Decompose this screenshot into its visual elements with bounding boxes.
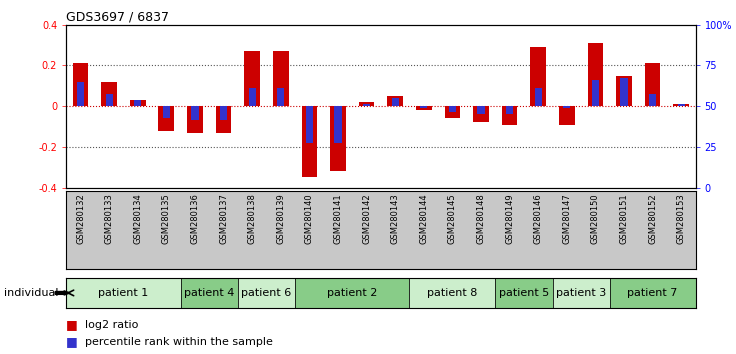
Bar xyxy=(220,106,227,120)
Text: patient 6: patient 6 xyxy=(241,288,291,298)
Text: GSM280134: GSM280134 xyxy=(133,194,142,244)
Bar xyxy=(495,278,553,308)
Bar xyxy=(334,106,342,143)
Bar xyxy=(506,106,513,114)
Bar xyxy=(387,96,403,106)
Text: GSM280149: GSM280149 xyxy=(505,194,514,244)
Bar xyxy=(478,106,484,114)
Bar xyxy=(587,43,604,106)
Bar xyxy=(249,88,255,106)
Bar xyxy=(392,98,399,106)
Bar xyxy=(163,106,170,118)
Bar xyxy=(302,106,317,177)
Text: patient 2: patient 2 xyxy=(327,288,378,298)
Text: GSM280136: GSM280136 xyxy=(191,194,199,244)
Bar xyxy=(191,106,199,120)
Text: GSM280143: GSM280143 xyxy=(391,194,400,244)
Text: GDS3697 / 6837: GDS3697 / 6837 xyxy=(66,11,169,24)
Text: GSM280145: GSM280145 xyxy=(448,194,457,244)
Bar xyxy=(449,106,456,112)
Text: ■: ■ xyxy=(66,319,78,331)
Bar xyxy=(473,106,489,122)
Text: patient 7: patient 7 xyxy=(627,288,678,298)
Bar xyxy=(330,106,346,171)
Bar xyxy=(105,94,113,106)
Text: GSM280150: GSM280150 xyxy=(591,194,600,244)
Text: GSM280153: GSM280153 xyxy=(676,194,686,244)
Bar xyxy=(678,104,684,106)
Bar xyxy=(616,76,632,106)
Text: GSM280137: GSM280137 xyxy=(219,194,228,244)
Bar xyxy=(673,104,689,106)
Bar xyxy=(305,106,313,143)
Text: GSM280142: GSM280142 xyxy=(362,194,371,244)
Text: patient 5: patient 5 xyxy=(499,288,549,298)
Bar xyxy=(130,100,146,106)
Text: individual: individual xyxy=(4,288,58,298)
Bar xyxy=(620,78,628,106)
Bar xyxy=(134,100,141,106)
Text: GSM280152: GSM280152 xyxy=(648,194,657,244)
Text: patient 4: patient 4 xyxy=(184,288,235,298)
Bar xyxy=(553,278,609,308)
Text: GSM280133: GSM280133 xyxy=(105,194,113,244)
Bar xyxy=(563,106,570,108)
Bar xyxy=(277,88,284,106)
Bar xyxy=(649,94,657,106)
Bar xyxy=(244,51,260,106)
Text: GSM280141: GSM280141 xyxy=(333,194,342,244)
Bar xyxy=(420,106,428,108)
Bar xyxy=(73,63,88,106)
Text: patient 1: patient 1 xyxy=(99,288,149,298)
Text: patient 3: patient 3 xyxy=(556,288,606,298)
Text: GSM280138: GSM280138 xyxy=(247,194,257,244)
Text: percentile rank within the sample: percentile rank within the sample xyxy=(85,337,272,347)
Bar xyxy=(187,106,203,133)
Bar xyxy=(531,47,546,106)
Bar xyxy=(273,51,289,106)
Text: GSM280148: GSM280148 xyxy=(476,194,486,244)
Bar xyxy=(409,278,495,308)
Bar xyxy=(238,278,295,308)
Text: ■: ■ xyxy=(66,335,78,348)
Bar xyxy=(102,82,117,106)
Text: GSM280146: GSM280146 xyxy=(534,194,542,244)
Bar xyxy=(592,80,599,106)
Bar xyxy=(216,106,231,133)
Bar xyxy=(77,82,84,106)
Bar xyxy=(534,88,542,106)
Bar xyxy=(66,278,180,308)
Bar xyxy=(645,63,660,106)
Bar xyxy=(609,278,696,308)
Text: GSM280151: GSM280151 xyxy=(620,194,629,244)
Text: patient 8: patient 8 xyxy=(427,288,478,298)
Bar xyxy=(416,106,431,110)
Bar xyxy=(445,106,460,118)
Bar xyxy=(158,106,174,131)
Text: GSM280140: GSM280140 xyxy=(305,194,314,244)
Text: GSM280135: GSM280135 xyxy=(162,194,171,244)
Bar xyxy=(502,106,517,125)
Bar xyxy=(559,106,575,125)
Text: GSM280139: GSM280139 xyxy=(276,194,286,244)
Bar xyxy=(363,104,370,106)
Bar xyxy=(358,102,375,106)
Bar xyxy=(295,278,409,308)
Text: GSM280147: GSM280147 xyxy=(562,194,571,244)
Text: log2 ratio: log2 ratio xyxy=(85,320,138,330)
Text: GSM280144: GSM280144 xyxy=(420,194,428,244)
Text: GSM280132: GSM280132 xyxy=(76,194,85,244)
Bar xyxy=(180,278,238,308)
